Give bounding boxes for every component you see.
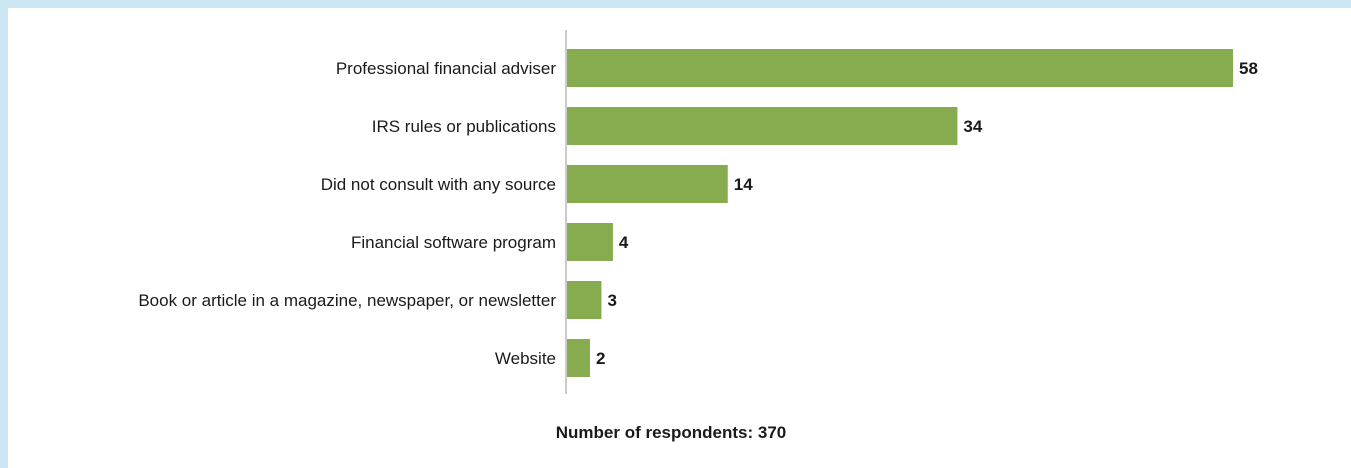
bar-0 (567, 49, 1233, 87)
category-label-3: Financial software program (351, 233, 556, 252)
value-label-2: 14 (734, 175, 753, 194)
value-label-4: 3 (607, 291, 616, 310)
category-label-2: Did not consult with any source (321, 175, 556, 194)
bar-chart: Professional financial adviser 58 IRS rule… (138, 30, 1258, 442)
category-label-1: IRS rules or publications (372, 117, 556, 136)
bar-3 (567, 223, 613, 261)
value-label-5: 2 (596, 349, 605, 368)
value-label-1: 34 (963, 117, 982, 136)
bar-5 (567, 339, 590, 377)
value-label-3: 4 (619, 233, 629, 252)
category-label-0: Professional financial adviser (336, 59, 557, 78)
bars-group: Professional financial adviser 58 IRS rule… (138, 49, 1258, 377)
value-label-0: 58 (1239, 59, 1258, 78)
bar-2 (567, 165, 728, 203)
category-label-4: Book or article in a magazine, newspaper… (138, 291, 556, 310)
category-label-5: Website (495, 349, 556, 368)
respondents-note: Number of respondents: 370 (556, 423, 787, 442)
bar-4 (567, 281, 602, 319)
bar-1 (567, 107, 958, 145)
chart-frame: Professional financial adviser 58 IRS rule… (8, 8, 1351, 468)
